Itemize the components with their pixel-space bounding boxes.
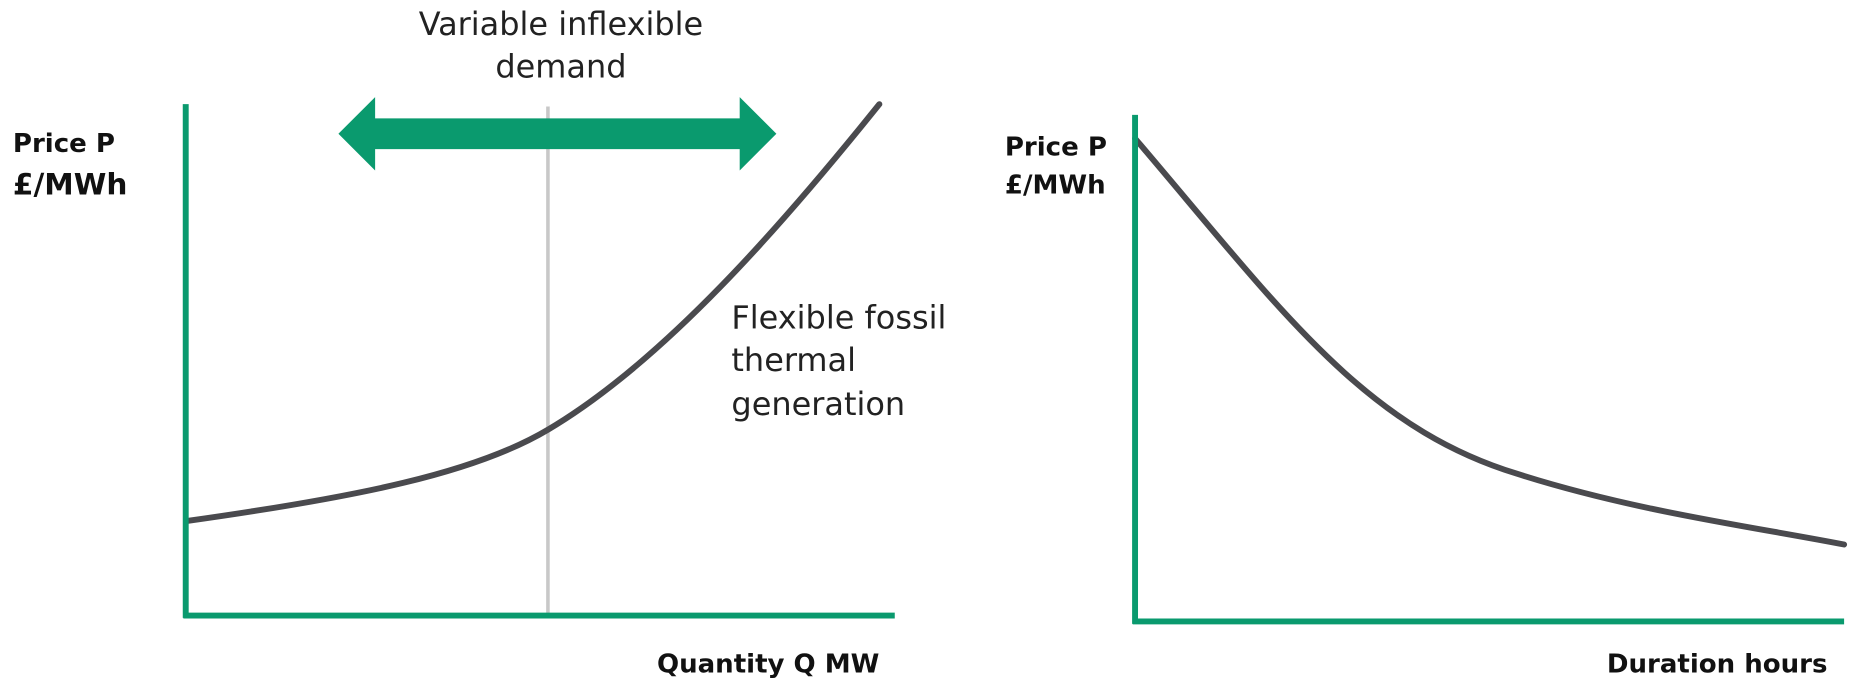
supply-label: Flexible fossil (731, 299, 946, 337)
supply-label: generation (731, 385, 905, 423)
demand-arrow (338, 97, 777, 171)
demand-label: demand (495, 48, 626, 86)
y-axis-label: £/MWh (13, 167, 128, 201)
x-axis-label: Duration hours (1607, 650, 1828, 680)
supply-curve (185, 101, 883, 524)
y-axis-label: Price P (13, 129, 115, 159)
y-axis-label: Price P (1005, 132, 1107, 162)
demand-label: Variable inflexible (419, 5, 704, 43)
x-axis-label: Quantity Q MW (657, 650, 879, 680)
y-axis-label: £/MWh (1005, 170, 1106, 200)
supply-label: thermal (731, 341, 856, 379)
duration-curve (1132, 135, 1848, 548)
